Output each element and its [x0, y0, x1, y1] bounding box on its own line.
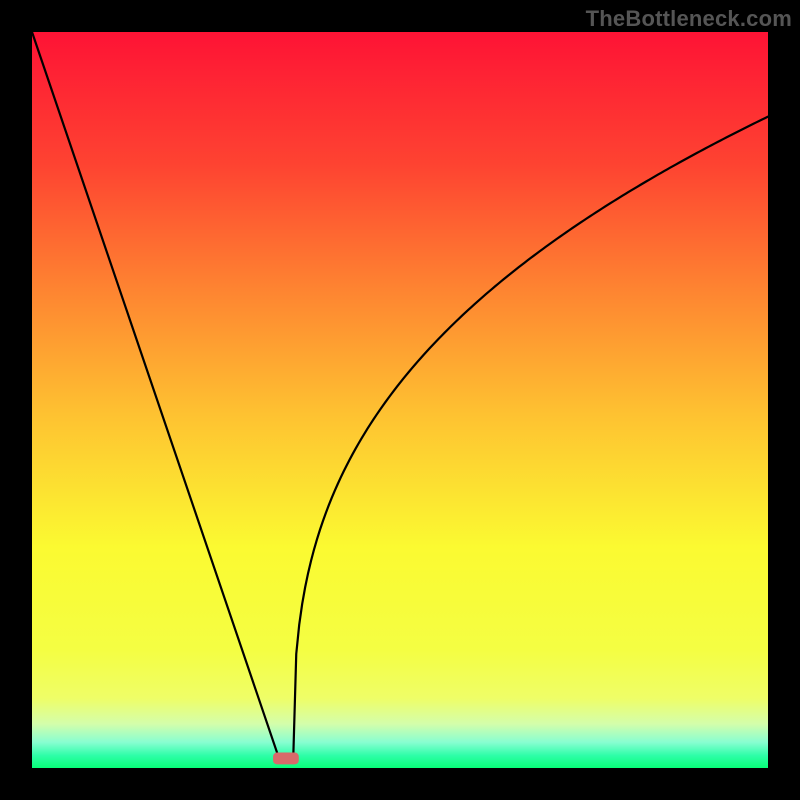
- chart-container: TheBottleneck.com: [0, 0, 800, 800]
- chart-plot-area: [32, 32, 768, 768]
- watermark-text: TheBottleneck.com: [586, 6, 792, 32]
- bottleneck-chart: [0, 0, 800, 800]
- vertex-marker: [273, 753, 299, 765]
